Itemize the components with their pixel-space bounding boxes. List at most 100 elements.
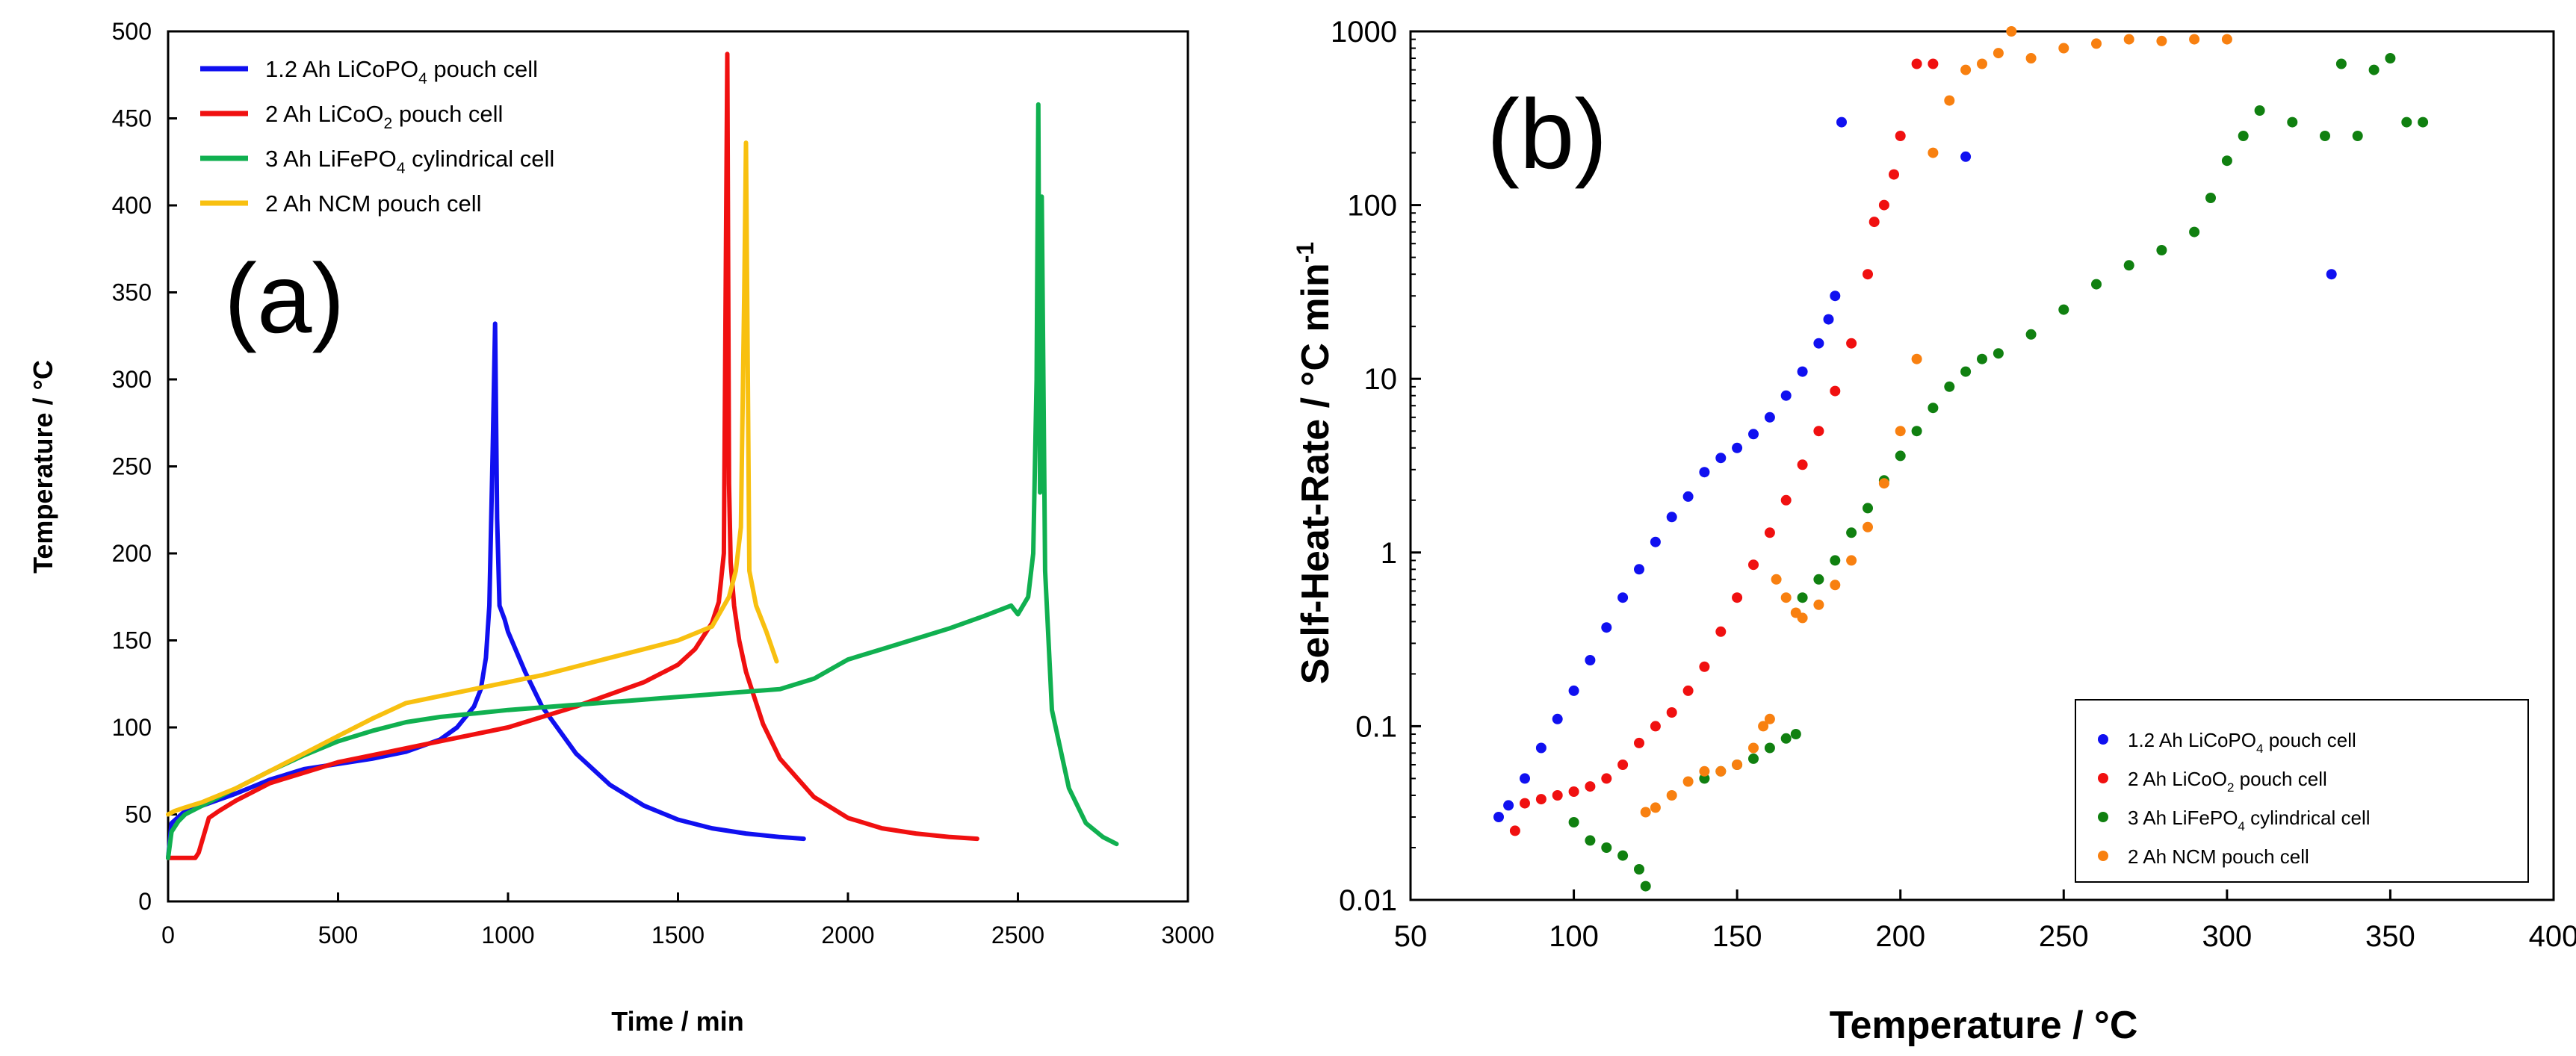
panel-b-label: (b) (1487, 79, 1607, 189)
panel-b-series-1-point (1780, 390, 1792, 401)
panel-b-series-4-point (1944, 95, 1955, 106)
panel-a-y-tick-label: 300 (112, 366, 152, 393)
panel-b-series-3-point (1585, 835, 1596, 846)
panel-b-series-3-point (1601, 842, 1612, 853)
panel-a-x-tick-label: 1000 (481, 922, 534, 948)
panel-a-legend-label-2: 2 Ah LiCoO2 pouch cell (265, 101, 503, 132)
panel-b-series-2-point (1732, 592, 1743, 603)
panel-b-legend-marker-4 (2098, 851, 2108, 861)
panel-b-series-2-point (1846, 338, 1857, 349)
panel-a-y-tick-label: 400 (112, 192, 152, 219)
panel-b-series-2-point (1895, 131, 1906, 141)
panel-b-legend-label-1-main: 1.2 Ah LiCoPO (2128, 729, 2256, 751)
panel-b-x-tick-label: 250 (2039, 920, 2089, 953)
panel-b-series-2-point (1585, 781, 1596, 792)
panel-b-series-4-point (1758, 721, 1769, 732)
panel-a-legend-label-3: 3 Ah LiFePO4 cylindrical cell (265, 146, 554, 177)
panel-a-legend-label-4-main: 2 Ah NCM pouch cell (265, 190, 481, 217)
panel-a-legend-label-2-subscript: 2 (384, 115, 393, 132)
panel-b-x-tick-label: 150 (1712, 920, 1762, 953)
panel-b-series-2-point (1535, 794, 1546, 805)
panel-a-x-tick-label: 2500 (991, 922, 1044, 948)
panel-b-series-4-point (1764, 713, 1775, 724)
panel-a-y-tick-label: 250 (112, 453, 152, 480)
panel-b-series-2-point (1764, 527, 1775, 538)
panel-b-scatter-chart: 50 100 150 200 250 300 350 400 0.01 0.1 1 10 100 1000… (1292, 16, 2576, 1047)
panel-a-series-line-4 (166, 140, 779, 817)
panel-b-series-3-point (2385, 53, 2396, 63)
panel-b-x-tick-label: 400 (2529, 920, 2576, 953)
panel-b-series-4-point (1977, 58, 1987, 69)
panel-b-series-4-point (2189, 34, 2200, 45)
panel-b-series-1-point (1682, 491, 1694, 502)
panel-a-x-tick-label: 0 (161, 922, 175, 948)
panel-b-series-1-point (1520, 773, 1530, 784)
panel-b-series (1493, 26, 2429, 892)
panel-b-series-4-point (1732, 760, 1743, 770)
panel-b-series-4-point (1715, 765, 1727, 777)
panel-a-ticks: 0 500 1000 1500 2000 2500 30000501001502002503… (112, 18, 1215, 948)
panel-b-series-3-point (2418, 117, 2429, 128)
panel-b-series-1-point (1493, 812, 1504, 822)
panel-b-y-tick-label: 1 (1381, 537, 1397, 570)
panel-b-series-4-point (1780, 592, 1792, 603)
panel-b-series-2-point (1797, 459, 1808, 470)
panel-b-series-1-point (1764, 411, 1775, 423)
panel-b-series-3-point (1977, 353, 1987, 364)
panel-a-legend-label-1-tail: pouch cell (427, 56, 538, 82)
panel-a-series-line-1 (166, 321, 806, 860)
panel-b-series-3-point (2025, 329, 2037, 340)
panel-b-series-2-point (1889, 169, 1899, 180)
panel-b-series-1-point (1617, 592, 1629, 603)
panel-b-legend-label-4-main: 2 Ah NCM pouch cell (2128, 845, 2309, 868)
panel-b-series-3-point (2058, 304, 2069, 315)
panel-b-legend-label-3: 3 Ah LiFePO4 cylindrical cell (2128, 807, 2371, 833)
panel-b-series-4-point (2058, 43, 2069, 54)
panel-b-series-4-point (1813, 599, 1824, 610)
panel-b-series-2-point (1634, 737, 1644, 748)
panel-b-series-1-point (1503, 800, 1514, 811)
panel-b-series-1-point (1650, 536, 1661, 547)
panel-b-series-2-point (1601, 773, 1612, 784)
panel-b-series-3-point (2287, 117, 2298, 128)
panel-b-series-3-point (1863, 503, 1873, 514)
panel-b-legend-label-1: 1.2 Ah LiCoPO4 pouch cell (2128, 729, 2356, 756)
panel-b-series-4-point (1993, 48, 2004, 59)
panel-b-series-4-point (1846, 555, 1857, 566)
panel-a-x-tick-label: 1500 (651, 922, 705, 948)
panel-b-x-tick-label: 350 (2365, 920, 2415, 953)
panel-b-legend-label-3-main: 3 Ah LiFePO (2128, 807, 2238, 829)
panel-b-series-1-point (1823, 314, 1834, 325)
panel-b-y-tick-label: 0.01 (1339, 884, 1397, 917)
panel-a-y-tick-label: 450 (112, 105, 152, 132)
panel-b-series-2-point (1650, 721, 1661, 732)
panel-b-series-1-point (1732, 442, 1743, 453)
panel-b-series-3-point (2189, 226, 2200, 237)
panel-b-legend-label-3-tail: cylindrical cell (2245, 807, 2371, 829)
panel-a-legend-label-4: 2 Ah NCM pouch cell (265, 190, 481, 217)
panel-b-series-4-point (1878, 478, 1889, 489)
panel-b-series-2-point (1868, 217, 1880, 228)
panel-b-series-4-point (2156, 35, 2167, 46)
panel-b-legend-marker-1 (2098, 734, 2108, 745)
panel-b-y-axis-label-sup: -1 (1292, 242, 1319, 263)
panel-b-y-tick-label: 100 (1347, 190, 1397, 223)
panel-b-series-3-point (1780, 733, 1792, 744)
panel-b-series-1-point (1552, 713, 1563, 724)
panel-b-series-1-point (1830, 291, 1841, 302)
panel-b-series-1-point (1748, 429, 1759, 440)
panel-b-series-1-point (1568, 685, 1579, 696)
panel-a-y-axis-label: Temperature / °C (28, 360, 58, 574)
panel-b-series-4-point (1699, 765, 1710, 777)
panel-a-y-tick-label: 50 (125, 801, 152, 828)
panel-b-series-3-point (2205, 193, 2216, 203)
panel-a-x-axis-label: Time / min (611, 1006, 743, 1037)
panel-a-label: (a) (224, 243, 344, 353)
panel-b-series-4-point (1960, 64, 1972, 75)
panel-b-series-3-point (1568, 817, 1579, 827)
panel-b-series-3-point (1634, 864, 1644, 875)
panel-b-series-3-point (2335, 58, 2347, 69)
panel-b-series-4-point (2091, 38, 2102, 49)
panel-a-legend-label-1-main: 1.2 Ah LiCoPO (265, 56, 418, 82)
